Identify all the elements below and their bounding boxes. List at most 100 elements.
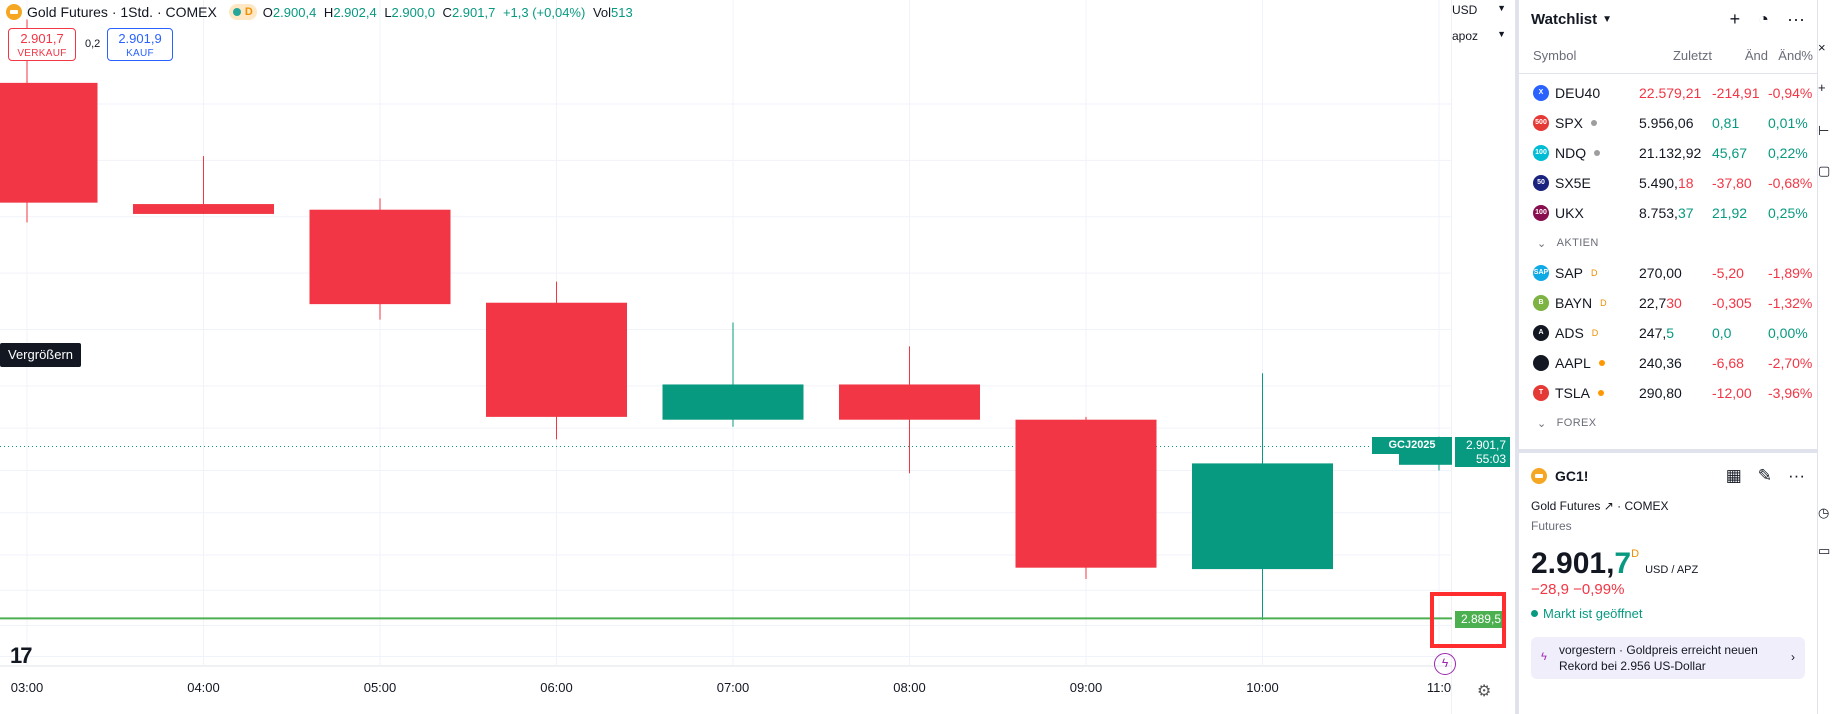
chevron-down-icon: ⌄: [1537, 417, 1547, 430]
clock-icon[interactable]: ◷: [1818, 505, 1830, 520]
chevron-down-icon: ▼: [1497, 29, 1506, 39]
candle-body[interactable]: [662, 384, 804, 420]
x-tick-label: 08:00: [893, 680, 926, 695]
session-marker-icon: [1598, 360, 1605, 366]
watchlist-row-tsla[interactable]: T TSLA 290,80 -12,00 -3,96%: [1519, 378, 1817, 408]
lightning-icon[interactable]: ϟ: [1434, 653, 1456, 675]
session-marker-icon: [1591, 120, 1598, 126]
symbol-price-label: GCJ2025: [1372, 437, 1452, 454]
candle-body[interactable]: [839, 384, 980, 420]
watchlist-row-ndq[interactable]: 100 NDQ 21.132,92 45,67 0,22%: [1519, 138, 1817, 168]
watchlist-row-sx5e[interactable]: 50 SX5E 5.490,18 -37,80 -0,68%: [1519, 168, 1817, 198]
chevron-down-icon: ▼: [1497, 3, 1506, 13]
stocks-list: SAP SAP D 270,00 -5,20 -1,89% B BAYN D 22,730 -0,3…: [1519, 258, 1817, 408]
symbol-logo-icon: 100: [1533, 145, 1549, 161]
more-icon[interactable]: ···: [1787, 8, 1805, 29]
candle-body[interactable]: [309, 209, 451, 305]
plus-icon[interactable]: +: [1729, 8, 1741, 29]
detail-price: 2.901,7D USD / APZ: [1531, 547, 1699, 580]
watchlist-title[interactable]: Watchlist: [1531, 10, 1598, 28]
watchlist-row-ukx[interactable]: 100 UKX 8.753,37 21,92 0,25%: [1519, 198, 1817, 228]
buy-button[interactable]: 2.901,9 KAUF: [107, 28, 173, 61]
status-dot-icon: [232, 8, 241, 16]
x-tick-label: 05:00: [364, 680, 397, 695]
right-panel: Watchlist ▼ + ◔ ··· Symbol Zuletzt Änd Ä…: [1515, 0, 1817, 714]
close-icon[interactable]: ×: [1818, 40, 1826, 55]
spread-value: 0,2: [85, 38, 101, 50]
watchlist-row-sap[interactable]: SAP SAP D 270,00 -5,20 -1,89%: [1533, 265, 1813, 281]
news-item[interactable]: ϟ vorgestern · Goldpreis erreicht neuen …: [1531, 637, 1805, 679]
lightning-icon: ϟ: [1541, 651, 1547, 663]
x-tick-label: 10:00: [1246, 680, 1279, 695]
more-icon[interactable]: ···: [1788, 466, 1805, 485]
grid-icon[interactable]: ▦: [1725, 466, 1742, 485]
right-toolbar: × + ⊢ ▢ ◷ ▭: [1817, 0, 1832, 714]
x-tick-label: 06:00: [540, 680, 573, 695]
pie-chart-icon[interactable]: ◔: [1758, 8, 1770, 29]
x-tick-label: 03:00: [11, 680, 44, 695]
horizontal-line-price-tag: 2.889,5: [1455, 611, 1505, 628]
ohlc-values: O2.900,4 H2.902,4 L2.900,0 C2.901,7 +1,3…: [262, 4, 633, 20]
chevron-down-icon[interactable]: ▼: [1602, 13, 1613, 25]
edit-icon[interactable]: ✎: [1757, 466, 1773, 485]
watchlist-row-bayn[interactable]: B BAYN D 22,730 -0,305 -1,32%: [1519, 288, 1817, 318]
session-marker-icon: [1598, 390, 1605, 396]
tradingview-logo-icon[interactable]: 17: [10, 643, 33, 668]
symbol-logo-icon: 500: [1533, 115, 1549, 131]
indices-list: X DEU40 22.579,21 -214,91 -0,94% 500 SPX 5.956,…: [1519, 78, 1817, 228]
detail-symbol[interactable]: GC1!: [1555, 468, 1589, 484]
detail-type: Futures: [1531, 519, 1572, 533]
last-price-tag: 2.901,7 55:03: [1455, 437, 1510, 467]
candle-body[interactable]: [486, 302, 627, 417]
session-marker-icon: [1594, 150, 1601, 156]
calendar-icon[interactable]: ▢: [1818, 163, 1831, 178]
symbol-detail: GC1! ▦ ✎ ··· Gold Futures ↗ · COMEX Futu…: [1519, 449, 1817, 679]
symbol-logo-icon: 100: [1533, 205, 1549, 221]
chevron-right-icon: ›: [1791, 650, 1795, 664]
gear-icon[interactable]: ⚙: [1477, 683, 1492, 700]
watchlist-columns: Symbol Zuletzt Änd Änd%: [1519, 38, 1817, 74]
symbol-title[interactable]: Gold Futures · 1Std. · COMEX: [6, 4, 217, 20]
chart-legend: Gold Futures · 1Std. · COMEX D O2.900,4 …: [6, 3, 637, 21]
watchlist-row-aapl[interactable]: AAPL 240,36 -6,68 -2,70%: [1519, 348, 1817, 378]
symbol-logo-icon: 50: [1533, 175, 1549, 191]
watchlist-row-spx[interactable]: 500 SPX 5.956,06 0,81 0,01%: [1519, 108, 1817, 138]
watchlist-header: Watchlist ▼ + ◔ ···: [1519, 0, 1817, 38]
detail-change: −28,9 −0,99%: [1531, 581, 1625, 598]
watchlist-row-deu40[interactable]: X DEU40 22.579,21 -214,91 -0,94%: [1519, 78, 1817, 108]
symbol-logo-icon: B: [1533, 295, 1549, 311]
candle-body[interactable]: [1192, 463, 1333, 570]
candle-body[interactable]: [0, 82, 98, 203]
currency-select[interactable]: USD ▼: [1452, 3, 1506, 17]
external-link-icon: ↗: [1603, 499, 1614, 513]
gold-symbol-icon: [1531, 468, 1547, 484]
candle-body[interactable]: [1015, 419, 1157, 568]
symbol-logo-icon: A: [1533, 325, 1549, 341]
market-status-pill[interactable]: D: [228, 4, 257, 20]
chart-icon[interactable]: ⊢: [1818, 123, 1830, 138]
watchlist-row-ads[interactable]: A ADS D 247,5 0,0 0,00%: [1519, 318, 1817, 348]
symbol-logo-icon: X: [1533, 85, 1549, 101]
sell-button[interactable]: 2.901,7 VERKAUF: [8, 28, 76, 61]
plus-icon[interactable]: +: [1818, 80, 1826, 95]
candle-body[interactable]: [133, 204, 274, 214]
unit-select[interactable]: apoz ▼: [1452, 29, 1506, 43]
market-status: Markt ist geöffnet: [1531, 601, 1805, 625]
chevron-down-icon: ⌄: [1537, 237, 1547, 250]
symbol-logo-icon: SAP: [1533, 265, 1549, 281]
symbol-logo-icon: T: [1533, 385, 1549, 401]
x-tick-label: 04:00: [187, 680, 220, 695]
symbol-logo-icon: [1533, 355, 1549, 371]
zoom-tooltip: Vergrößern: [0, 343, 82, 367]
x-tick-label: 07:00: [717, 680, 750, 695]
highlight-box: [1430, 592, 1506, 648]
gold-symbol-icon: [6, 4, 22, 20]
section-forex[interactable]: ⌄ FOREX: [1537, 417, 1597, 430]
price-chart[interactable]: 2.926,02.922,02.918,02.914,02.910,02.906…: [0, 0, 1452, 714]
x-tick-label: 11:0: [1427, 680, 1451, 695]
detail-name: Gold Futures ↗ · COMEX: [1531, 499, 1669, 513]
panel-icon[interactable]: ▭: [1818, 543, 1831, 558]
section-stocks[interactable]: ⌄ AKTIEN: [1537, 237, 1599, 250]
x-tick-label: 09:00: [1070, 680, 1103, 695]
status-dot-icon: [1531, 609, 1538, 617]
